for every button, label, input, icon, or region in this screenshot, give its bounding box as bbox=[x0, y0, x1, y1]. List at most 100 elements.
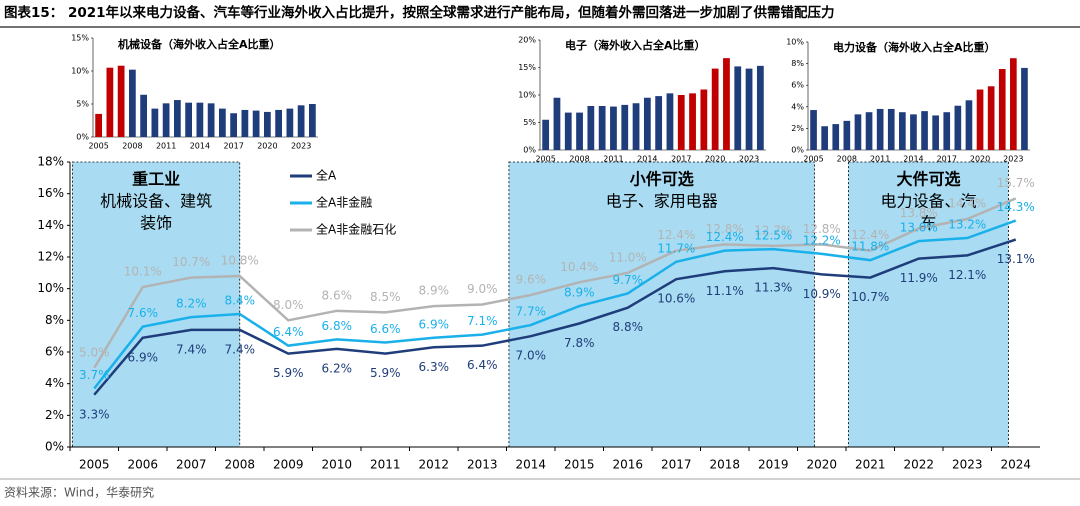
y-tick-label: 18% bbox=[37, 155, 64, 169]
bar bbox=[723, 58, 730, 150]
y-tick-label: 5% bbox=[523, 118, 536, 127]
data-label: 11.0% bbox=[609, 250, 647, 264]
x-tick-label: 2024 bbox=[1000, 458, 1031, 472]
x-tick-label: 2019 bbox=[758, 458, 789, 472]
data-label: 6.2% bbox=[322, 361, 353, 375]
bar bbox=[700, 89, 708, 150]
bar bbox=[910, 114, 917, 150]
data-label: 10.7% bbox=[851, 290, 889, 304]
data-label: 6.4% bbox=[273, 325, 304, 339]
data-label: 8.8% bbox=[613, 320, 644, 334]
data-label: 6.3% bbox=[419, 360, 450, 374]
x-tick-label: 2023 bbox=[952, 458, 983, 472]
data-label: 12.8% bbox=[803, 222, 841, 236]
data-label: 5.9% bbox=[370, 366, 401, 380]
y-tick-label: 8% bbox=[791, 59, 804, 68]
y-tick-label: 0% bbox=[523, 146, 536, 155]
bar bbox=[810, 110, 817, 150]
y-tick-label: 0% bbox=[76, 133, 89, 142]
bar bbox=[207, 103, 215, 137]
bar bbox=[252, 110, 260, 137]
bar bbox=[162, 103, 170, 137]
bar bbox=[286, 108, 294, 137]
data-label: 5.9% bbox=[273, 366, 304, 380]
data-label: 11.9% bbox=[900, 271, 938, 285]
bar bbox=[899, 112, 906, 150]
series-line bbox=[93, 197, 1017, 369]
bar bbox=[106, 67, 114, 137]
x-tick-label: 2017 bbox=[671, 155, 691, 164]
data-label: 11.1% bbox=[706, 284, 744, 298]
x-tick-label: 2005 bbox=[88, 142, 108, 151]
data-label: 11.8% bbox=[851, 240, 889, 254]
x-tick-label: 2022 bbox=[903, 458, 934, 472]
data-label: 5.0% bbox=[79, 345, 110, 359]
bar bbox=[998, 69, 1006, 150]
y-tick-label: 2% bbox=[791, 124, 804, 133]
x-tick-label: 2014 bbox=[515, 458, 546, 472]
y-tick-label: 8% bbox=[45, 313, 64, 327]
y-tick-label: 5% bbox=[76, 100, 89, 109]
x-tick-label: 2018 bbox=[709, 458, 740, 472]
data-label: 7.6% bbox=[128, 306, 159, 320]
bar bbox=[987, 86, 995, 150]
bar bbox=[140, 94, 147, 137]
data-label: 12.4% bbox=[706, 230, 744, 244]
y-tick-label: 4% bbox=[791, 102, 804, 111]
bar bbox=[241, 109, 249, 137]
legend-label: 全A非金融 bbox=[316, 195, 372, 210]
y-tick-label: 20% bbox=[518, 36, 536, 45]
data-label: 12.1% bbox=[948, 268, 986, 282]
bar bbox=[264, 111, 271, 137]
bar bbox=[95, 113, 102, 137]
region-subtitle: 电子、家用电器 bbox=[606, 192, 718, 211]
bar bbox=[275, 109, 282, 137]
bar bbox=[1010, 58, 1017, 151]
data-label: 12.2% bbox=[803, 233, 841, 247]
bar bbox=[745, 68, 753, 150]
page-title: 图表15： 2021年以来电力设备、汽车等行业海外收入占比提升，按照全球需求进行… bbox=[4, 4, 835, 21]
bar bbox=[965, 100, 973, 150]
region-subtitle: 电力设备、汽 bbox=[880, 192, 976, 211]
region-title: 小件可选 bbox=[630, 170, 694, 189]
bar bbox=[230, 113, 237, 137]
data-label: 3.3% bbox=[79, 407, 110, 421]
data-label: 13.1% bbox=[997, 252, 1035, 266]
y-tick-label: 0% bbox=[45, 440, 64, 454]
bar bbox=[756, 65, 764, 150]
x-tick-label: 2017 bbox=[661, 458, 692, 472]
data-label: 11.7% bbox=[657, 241, 695, 255]
data-label: 7.7% bbox=[516, 305, 547, 319]
source: 资料来源：Wind，华泰研究 bbox=[4, 485, 154, 500]
x-tick-label: 2008 bbox=[837, 155, 857, 164]
bar bbox=[196, 102, 204, 137]
data-label: 10.9% bbox=[803, 287, 841, 301]
y-tick-label: 2% bbox=[45, 408, 64, 422]
bar bbox=[932, 115, 939, 150]
bar bbox=[865, 112, 873, 150]
data-label: 7.4% bbox=[225, 342, 256, 356]
x-tick-label: 2017 bbox=[223, 142, 243, 151]
x-tick-label: 2014 bbox=[903, 155, 923, 164]
bar bbox=[151, 108, 159, 137]
data-label: 7.8% bbox=[564, 336, 595, 350]
data-label: 6.4% bbox=[467, 358, 498, 372]
x-tick-label: 2020 bbox=[806, 458, 837, 472]
data-label: 6.8% bbox=[322, 319, 353, 333]
data-label: 10.6% bbox=[657, 292, 695, 306]
x-tick-label: 2021 bbox=[855, 458, 886, 472]
bar bbox=[117, 65, 125, 137]
bar bbox=[655, 96, 663, 150]
data-label: 10.1% bbox=[124, 265, 162, 279]
data-label: 8.5% bbox=[370, 290, 401, 304]
bar bbox=[666, 93, 674, 150]
data-label: 6.9% bbox=[419, 317, 450, 331]
data-label: 9.0% bbox=[467, 282, 498, 296]
x-tick-label: 2023 bbox=[291, 142, 311, 151]
data-label: 8.0% bbox=[273, 298, 304, 312]
bar bbox=[689, 93, 696, 150]
bar bbox=[734, 66, 742, 150]
y-tick-label: 10% bbox=[518, 91, 536, 100]
x-tick-label: 2016 bbox=[612, 458, 643, 472]
bar bbox=[219, 108, 226, 137]
